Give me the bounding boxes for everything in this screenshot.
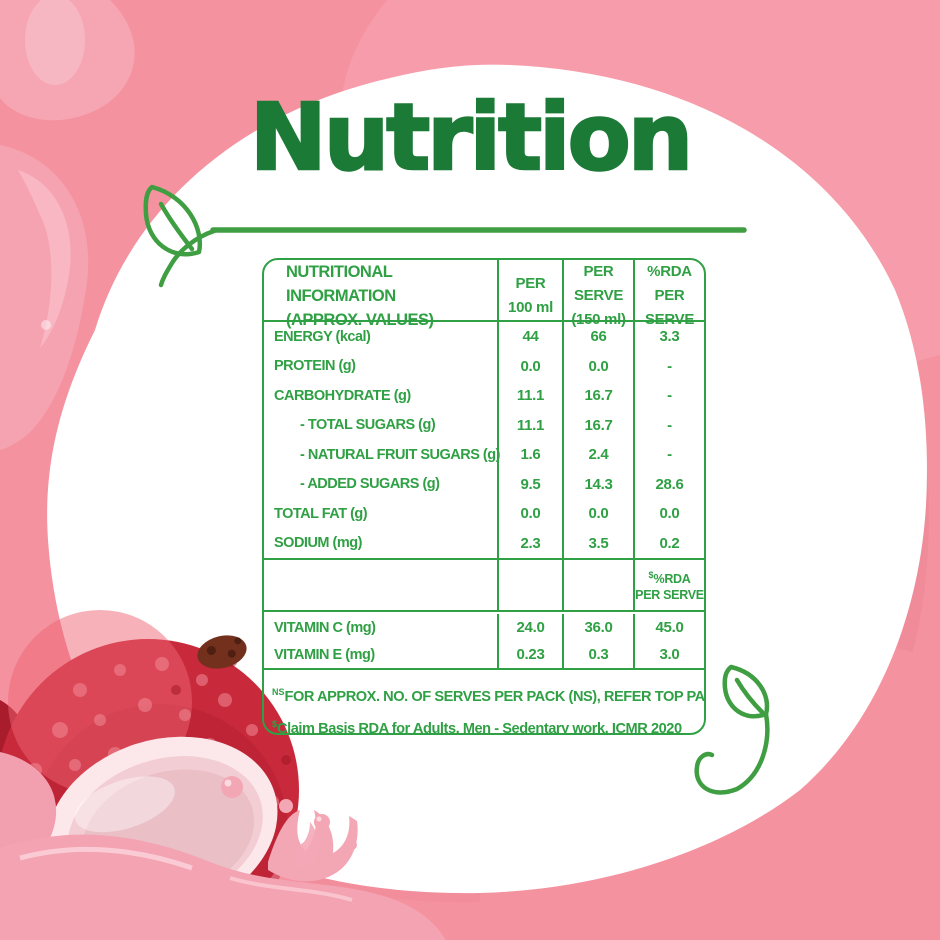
table-row-carbohydrate: CARBOHYDRATE (g) 11.1 16.7 - — [264, 381, 704, 411]
nutrient-label: PROTEIN (g) — [274, 358, 356, 375]
footnote-rda-claim: $Claim Basis RDA for Adults, Men - Seden… — [272, 718, 682, 735]
nutrient-label: - NATURAL FRUIT SUGARS (g) — [300, 446, 500, 463]
value-rda: 0.2 — [633, 528, 704, 558]
empty-cell — [562, 560, 633, 610]
value-per-100ml: 11.1 — [497, 410, 562, 440]
nutrient-label: VITAMIN C (mg) — [274, 619, 376, 636]
value-per-100ml: 0.23 — [497, 641, 562, 668]
value-rda: 28.6 — [633, 469, 704, 499]
value-per-serve: 0.0 — [562, 499, 633, 529]
empty-cell — [264, 560, 497, 610]
value-per-serve: 66 — [562, 322, 633, 352]
table-row-energy: ENERGY (kcal) 44 66 3.3 — [264, 322, 704, 352]
table-row-sodium: SODIUM (mg) 2.3 3.5 0.2 — [264, 528, 704, 558]
nutrient-label: TOTAL FAT (g) — [274, 505, 368, 522]
page-title: Nutrition — [248, 83, 694, 193]
value-per-serve: 36.0 — [562, 614, 633, 641]
value-rda: 45.0 — [633, 614, 704, 641]
leaf-sprout-icon — [143, 184, 217, 288]
value-rda: - — [633, 381, 704, 411]
value-per-100ml: 24.0 — [497, 614, 562, 641]
lychee-image — [0, 610, 446, 940]
value-rda: 3.3 — [633, 322, 704, 352]
value-per-serve: 2.4 — [562, 440, 633, 470]
value-per-serve: 0.0 — [562, 351, 633, 381]
nutrition-table: NUTRITIONAL INFORMATION (APPROX. VALUES)… — [262, 258, 706, 735]
value-per-serve: 16.7 — [562, 410, 633, 440]
table-row-total-sugars: - TOTAL SUGARS (g) 11.1 16.7 - — [264, 410, 704, 440]
value-rda: 0.0 — [633, 499, 704, 529]
header-per-serve: PER SERVE (150 ml) — [562, 260, 633, 332]
value-per-100ml: 0.0 — [497, 351, 562, 381]
table-row-vitamin-e: VITAMIN E (mg) 0.23 0.3 3.0 — [264, 641, 704, 668]
nutrient-label: - TOTAL SUGARS (g) — [300, 417, 436, 434]
value-per-100ml: 1.6 — [497, 440, 562, 470]
milk-splash-decor — [0, 0, 135, 450]
value-rda: 3.0 — [633, 641, 704, 668]
header-per-100ml: PER 100 ml — [497, 260, 562, 332]
table-row-vitamin-c: VITAMIN C (mg) 24.0 36.0 45.0 — [264, 614, 704, 641]
leaf-sprout-icon — [694, 664, 770, 795]
nutrient-label: SODIUM (mg) — [274, 535, 362, 552]
value-rda: - — [633, 351, 704, 381]
value-per-100ml: 44 — [497, 322, 562, 352]
table-row-protein: PROTEIN (g) 0.0 0.0 - — [264, 351, 704, 381]
footnote-serves: NSFOR APPROX. NO. OF SERVES PER PACK (NS… — [272, 687, 706, 705]
header-nutritional-information: NUTRITIONAL INFORMATION (APPROX. VALUES) — [286, 263, 434, 329]
table-row-added-sugars: - ADDED SUGARS (g) 9.5 14.3 28.6 — [264, 469, 704, 499]
table-row-natural-fruit-sugars: - NATURAL FRUIT SUGARS (g) 1.6 2.4 - — [264, 440, 704, 470]
header-rda-per-serve: %RDA PER SERVE — [633, 260, 704, 332]
value-per-serve: 0.3 — [562, 641, 633, 668]
value-per-100ml: 2.3 — [497, 528, 562, 558]
nutrient-label: - ADDED SUGARS (g) — [300, 476, 440, 493]
value-per-100ml: 11.1 — [497, 381, 562, 411]
table-header-row: NUTRITIONAL INFORMATION (APPROX. VALUES)… — [264, 260, 704, 332]
rda-per-serve-note: $%RDA PER SERVE — [633, 560, 704, 610]
value-per-serve: 3.5 — [562, 528, 633, 558]
value-per-serve: 14.3 — [562, 469, 633, 499]
nutrient-label: CARBOHYDRATE (g) — [274, 387, 411, 404]
value-per-100ml: 0.0 — [497, 499, 562, 529]
table-footnotes: NSFOR APPROX. NO. OF SERVES PER PACK (NS… — [264, 668, 706, 735]
value-per-serve: 16.7 — [562, 381, 633, 411]
empty-cell — [497, 560, 562, 610]
value-rda: - — [633, 440, 704, 470]
nutrient-label: VITAMIN E (mg) — [274, 646, 375, 663]
value-per-100ml: 9.5 — [497, 469, 562, 499]
value-rda: - — [633, 410, 704, 440]
table-row-total-fat: TOTAL FAT (g) 0.0 0.0 0.0 — [264, 499, 704, 529]
nutrient-label: ENERGY (kcal) — [274, 328, 371, 345]
table-separator-row: $%RDA PER SERVE — [264, 558, 704, 612]
